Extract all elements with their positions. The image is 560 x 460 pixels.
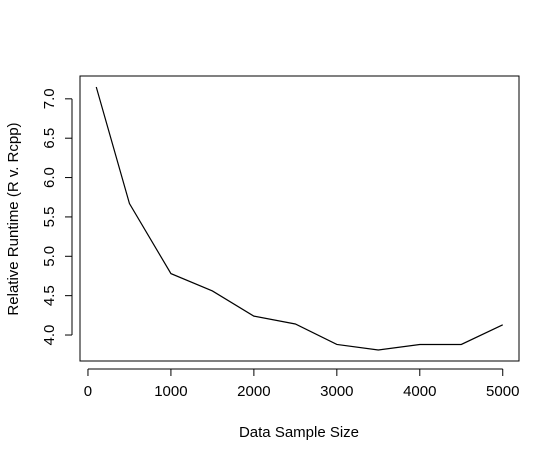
y-tick-label: 5.5 — [41, 206, 58, 227]
x-tick-label: 4000 — [403, 383, 436, 400]
series-line — [95, 86, 503, 351]
x-tick-label: 5000 — [486, 383, 519, 400]
x-tick-label: 0 — [84, 383, 92, 400]
x-axis-label: Data Sample Size — [239, 424, 359, 441]
plot-frame — [79, 75, 520, 362]
x-tick-label: 1000 — [154, 383, 187, 400]
y-tick-label: 7.0 — [41, 88, 58, 109]
y-tick-label: 4.5 — [41, 285, 58, 306]
x-axis: 0 1000 2000 3000 4000 5000 — [84, 368, 519, 400]
y-tick-label: 4.0 — [41, 325, 58, 346]
y-tick-label: 6.0 — [41, 167, 58, 188]
x-tick-label: 3000 — [320, 383, 353, 400]
x-tick-label: 2000 — [237, 383, 270, 400]
y-tick-label: 6.5 — [41, 128, 58, 149]
y-axis: 4.0 4.5 5.0 5.5 6.0 6.5 7.0 — [41, 88, 73, 346]
y-axis-label: Relative Runtime (R v. Rcpp) — [5, 122, 22, 315]
y-tick-label: 5.0 — [41, 246, 58, 267]
